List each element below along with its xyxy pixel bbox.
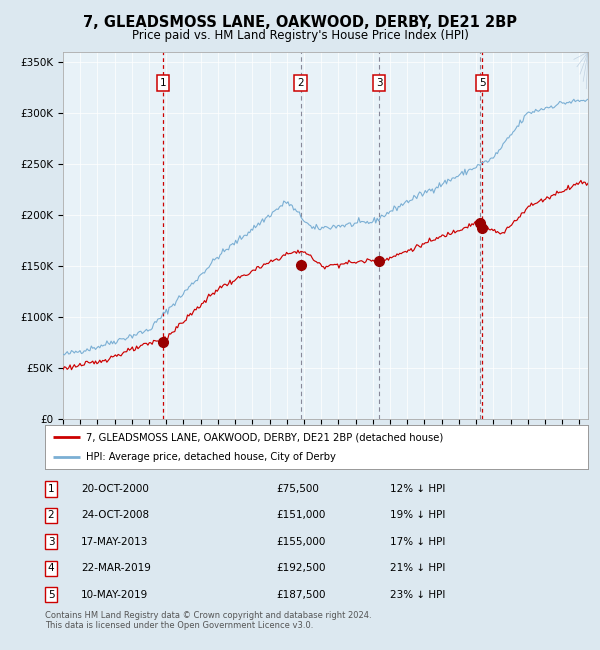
Text: 7, GLEADSMOSS LANE, OAKWOOD, DERBY, DE21 2BP (detached house): 7, GLEADSMOSS LANE, OAKWOOD, DERBY, DE21… xyxy=(86,432,443,442)
Text: HPI: Average price, detached house, City of Derby: HPI: Average price, detached house, City… xyxy=(86,452,335,462)
Text: 7, GLEADSMOSS LANE, OAKWOOD, DERBY, DE21 2BP: 7, GLEADSMOSS LANE, OAKWOOD, DERBY, DE21… xyxy=(83,15,517,30)
Text: 17-MAY-2013: 17-MAY-2013 xyxy=(81,537,148,547)
Text: 10-MAY-2019: 10-MAY-2019 xyxy=(81,590,148,599)
Text: £75,500: £75,500 xyxy=(276,484,319,494)
Text: £151,000: £151,000 xyxy=(276,510,325,521)
Text: 5: 5 xyxy=(47,590,55,599)
Text: 20-OCT-2000: 20-OCT-2000 xyxy=(81,484,149,494)
Text: Contains HM Land Registry data © Crown copyright and database right 2024.
This d: Contains HM Land Registry data © Crown c… xyxy=(45,611,371,630)
Text: 1: 1 xyxy=(47,484,55,494)
Text: 2: 2 xyxy=(298,78,304,88)
Text: 4: 4 xyxy=(47,563,55,573)
Text: 24-OCT-2008: 24-OCT-2008 xyxy=(81,510,149,521)
Text: 3: 3 xyxy=(47,537,55,547)
Text: 17% ↓ HPI: 17% ↓ HPI xyxy=(390,537,445,547)
Text: 12% ↓ HPI: 12% ↓ HPI xyxy=(390,484,445,494)
Text: £155,000: £155,000 xyxy=(276,537,325,547)
Text: Price paid vs. HM Land Registry's House Price Index (HPI): Price paid vs. HM Land Registry's House … xyxy=(131,29,469,42)
Text: 21% ↓ HPI: 21% ↓ HPI xyxy=(390,563,445,573)
Text: 23% ↓ HPI: 23% ↓ HPI xyxy=(390,590,445,599)
Text: 5: 5 xyxy=(479,78,485,88)
Text: £187,500: £187,500 xyxy=(276,590,325,599)
Text: £192,500: £192,500 xyxy=(276,563,325,573)
Text: 3: 3 xyxy=(376,78,383,88)
Text: 19% ↓ HPI: 19% ↓ HPI xyxy=(390,510,445,521)
Text: 2: 2 xyxy=(47,510,55,521)
Text: 1: 1 xyxy=(160,78,166,88)
Text: 22-MAR-2019: 22-MAR-2019 xyxy=(81,563,151,573)
